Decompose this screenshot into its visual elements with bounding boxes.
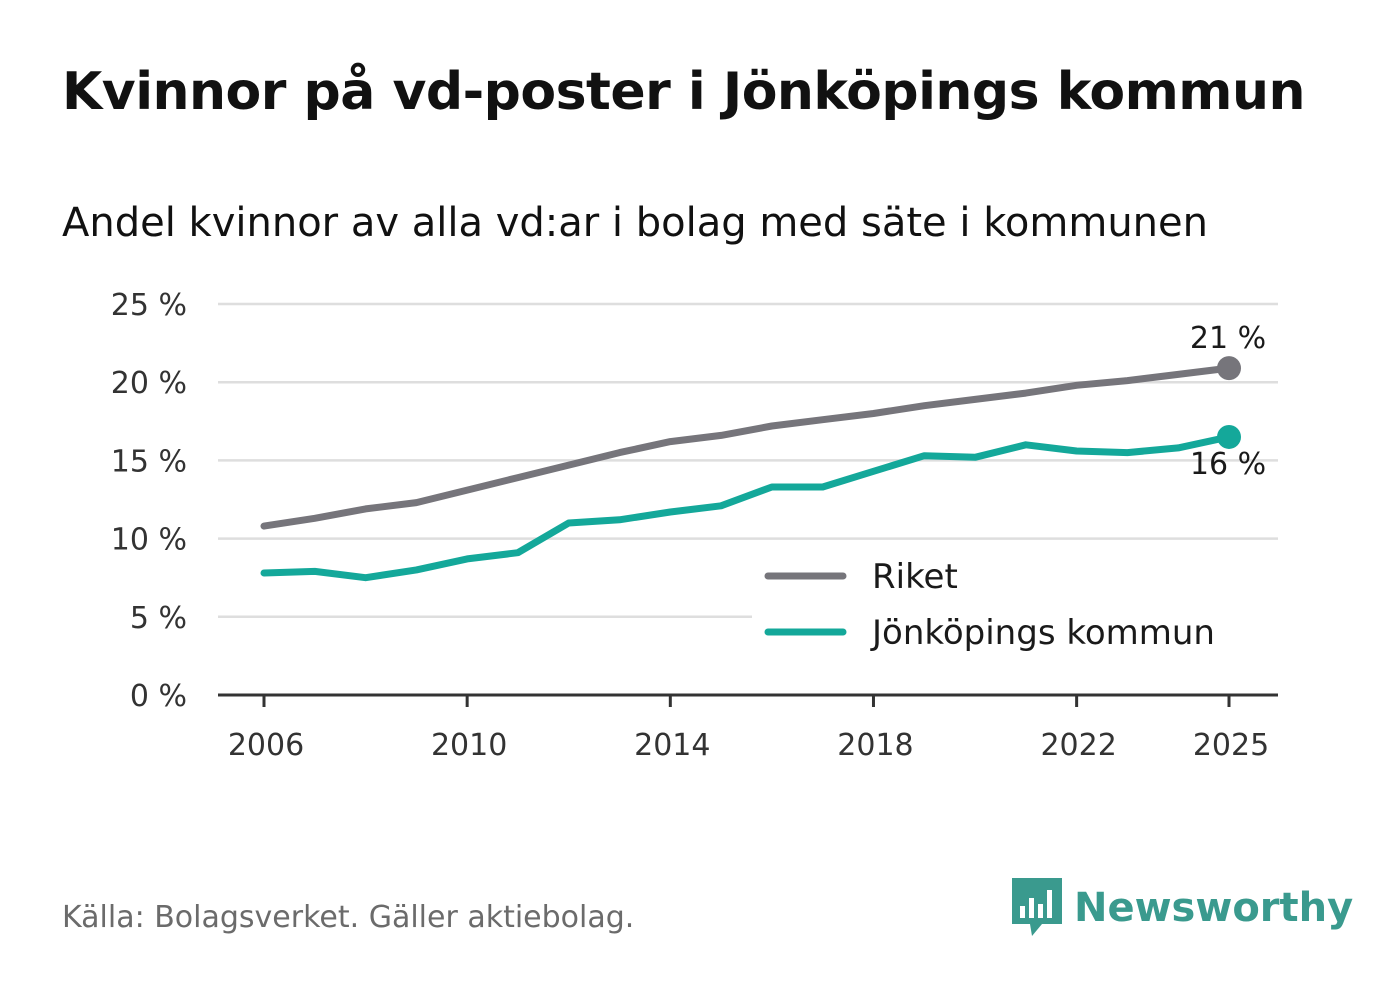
end-labels: 21 % 16 %	[1190, 321, 1266, 482]
y-tick-label: 25 %	[111, 288, 187, 323]
x-tick-label: 2025	[1193, 728, 1269, 763]
brand-name: Newsworthy	[1074, 885, 1354, 931]
x-tick-label: 2014	[634, 728, 710, 763]
x-tick-label: 2010	[431, 728, 507, 763]
source-note: Källa: Bolagsverket. Gäller aktiebolag.	[62, 900, 635, 935]
chart-subtitle: Andel kvinnor av alla vd:ar i bolag med …	[62, 200, 1208, 246]
end-value-label: 16 %	[1190, 447, 1266, 482]
legend: Riket Jönköpings kommun	[752, 547, 1282, 667]
y-tick-label: 15 %	[111, 444, 187, 479]
series-endpoint-marker	[1217, 356, 1241, 381]
x-tick-label: 2006	[228, 728, 304, 763]
x-tick-label: 2018	[837, 728, 913, 763]
end-value-label: 21 %	[1190, 321, 1266, 356]
legend-label: Jönköpings kommun	[870, 613, 1215, 653]
series-endpoint-marker	[1217, 424, 1241, 449]
series-lines	[260, 356, 1241, 582]
x-axis-ticks: 2006 2010 2014 2018 2022 2025	[228, 695, 1269, 763]
brand-logo: Newsworthy	[1012, 878, 1353, 938]
series-line-kommun	[260, 433, 1233, 582]
y-tick-label: 5 %	[130, 601, 187, 636]
y-tick-label: 0 %	[130, 679, 187, 714]
newsworthy-logo-icon	[1012, 878, 1062, 936]
y-tick-label: 10 %	[111, 523, 187, 558]
chart-title: Kvinnor på vd-poster i Jönköpings kommun	[62, 62, 1306, 122]
y-axis-ticks: 0 % 5 % 10 % 15 % 20 % 25 %	[111, 288, 187, 714]
legend-background	[752, 547, 1282, 667]
y-tick-label: 20 %	[111, 366, 187, 401]
x-tick-label: 2022	[1040, 728, 1116, 763]
legend-label: Riket	[872, 557, 958, 597]
series-line-riket	[260, 364, 1233, 530]
